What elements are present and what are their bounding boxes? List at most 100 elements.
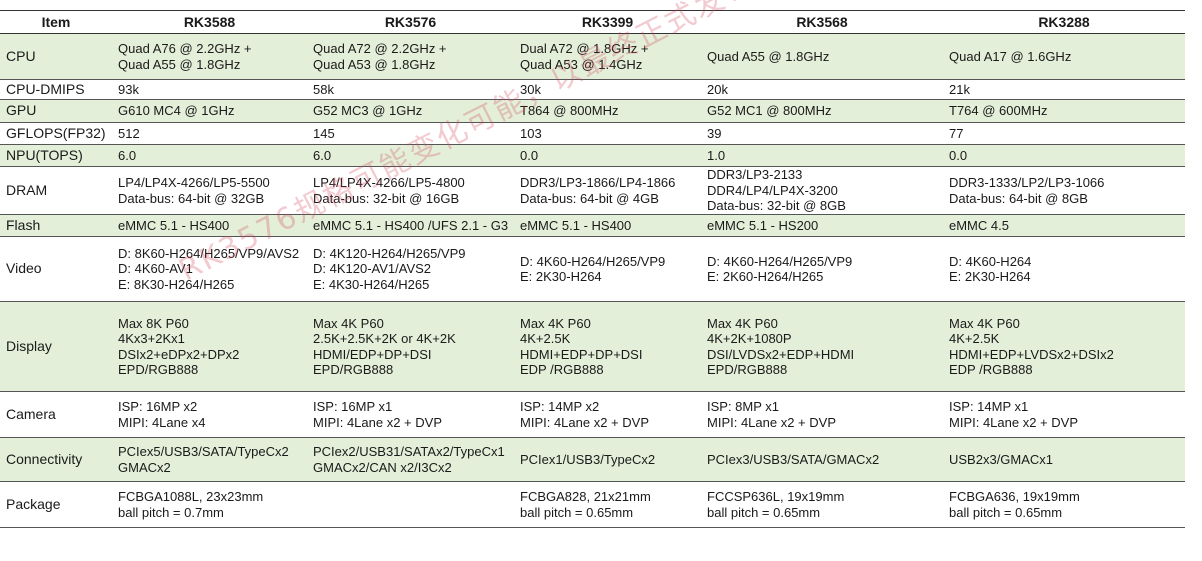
table-cell: USB2x3/GMACx1 bbox=[943, 437, 1185, 482]
table-cell: 145 bbox=[307, 122, 514, 145]
cell-line: T764 @ 600MHz bbox=[949, 103, 1048, 119]
cell-line: EDP /RGB888 bbox=[949, 362, 1033, 377]
cell-line: 77 bbox=[949, 125, 964, 141]
table-cell: eMMC 5.1 - HS400 bbox=[112, 214, 307, 237]
table-cell: ISP: 8MP x1 MIPI: 4Lane x2 + DVP bbox=[701, 391, 943, 438]
cell-line: E: 4K30-H264/H265 bbox=[313, 276, 430, 292]
cell-line: Max 4K P60 bbox=[949, 315, 1020, 331]
cell-line: FCBGA1088L, 23x23mm bbox=[118, 489, 264, 504]
cell-line: DSIx2+eDPx2+DPx2 bbox=[118, 346, 240, 362]
cell-line: 6.0 bbox=[118, 147, 137, 163]
cell-line: GMACx2/CAN x2/I3Cx2 bbox=[313, 459, 452, 475]
cell-line: 21k bbox=[949, 81, 970, 97]
cell-line: Dual A72 @ 1.8GHz + bbox=[520, 41, 649, 56]
cell-line: 6.0 bbox=[313, 147, 332, 163]
cell-line: G52 MC1 @ 800MHz bbox=[707, 103, 832, 119]
row-label: Package bbox=[0, 481, 112, 528]
cell-line: 20k bbox=[707, 81, 728, 97]
table-cell: eMMC 5.1 - HS200 bbox=[701, 214, 943, 237]
table-cell: Quad A17 @ 1.6GHz bbox=[943, 33, 1185, 80]
table-cell: 1.0 bbox=[701, 144, 943, 167]
cell-line: ISP: 16MP x2 bbox=[118, 399, 198, 414]
table-cell: Quad A76 @ 2.2GHz + Quad A55 @ 1.8GHz bbox=[112, 33, 307, 80]
cell-line: Data-bus: 64-bit @ 8GB bbox=[949, 190, 1088, 206]
cell-line: ball pitch = 0.7mm bbox=[118, 504, 224, 520]
table-cell: G610 MC4 @ 1GHz bbox=[112, 99, 307, 123]
cell-line: 2.5K+2.5K+2K or 4K+2K bbox=[313, 331, 456, 346]
cell-line: FCBGA828, 21x21mm bbox=[520, 489, 651, 504]
table-cell: FCBGA828, 21x21mm ball pitch = 0.65mm bbox=[514, 481, 701, 528]
table-cell: ISP: 16MP x2 MIPI: 4Lane x4 bbox=[112, 391, 307, 438]
table-cell: FCBGA1088L, 23x23mm ball pitch = 0.7mm bbox=[112, 481, 307, 528]
cell-line: E: 2K30-H264 bbox=[949, 269, 1031, 284]
cell-line: Data-bus: 32-bit @ 16GB bbox=[313, 190, 460, 206]
soc-comparison-table: Item RK3588 RK3576 RK3399 RK3568 RK3288 … bbox=[0, 10, 1185, 528]
table-cell: 58k bbox=[307, 79, 514, 100]
cell-line: EPD/RGB888 bbox=[313, 362, 394, 377]
cell-line: E: 2K30-H264 bbox=[520, 269, 602, 284]
header-row: Item RK3588 RK3576 RK3399 RK3568 RK3288 bbox=[0, 10, 1185, 34]
cell-line: ISP: 16MP x1 bbox=[313, 399, 393, 414]
cell-line: eMMC 5.1 - HS200 bbox=[707, 217, 819, 233]
cell-line: eMMC 5.1 - HS400 bbox=[520, 217, 632, 233]
cell-line: D: 4K120-H264/H265/VP9 bbox=[313, 245, 466, 261]
cell-line: HDMI+EDP+DP+DSI bbox=[520, 346, 643, 362]
table-cell: 0.0 bbox=[943, 144, 1185, 167]
cell-line: PCIex2/USB31/SATAx2/TypeCx1 bbox=[313, 444, 505, 459]
cell-line: LP4/LP4X-4266/LP5-5500 bbox=[118, 175, 270, 190]
table-cell: DDR3/LP3-1866/LP4-1866 Data-bus: 64-bit @… bbox=[514, 166, 701, 215]
table-cell: D: 8K60-H264/H265/VP9/AVS2 D: 4K60-AV1 E: … bbox=[112, 236, 307, 302]
cell-line: MIPI: 4Lane x2 + DVP bbox=[949, 414, 1078, 430]
header-rk3288: RK3288 bbox=[943, 10, 1185, 34]
cell-line: 39 bbox=[707, 125, 722, 141]
cell-line: EPD/RGB888 bbox=[707, 362, 788, 377]
table-row: Camera ISP: 16MP x2 MIPI: 4Lane x4 ISP: 16M… bbox=[0, 391, 1185, 438]
cell-line: 4Kx3+2Kx1 bbox=[118, 331, 185, 346]
table-cell: Max 4K P60 4K+2.5K HDMI+EDP+LVDSx2+DSIx2 ED… bbox=[943, 301, 1185, 392]
cell-line: DDR4/LP4/LP4X-3200 bbox=[707, 182, 838, 198]
table-cell: 21k bbox=[943, 79, 1185, 100]
cell-line: E: 2K60-H264/H265 bbox=[707, 269, 824, 284]
row-label: Camera bbox=[0, 391, 112, 438]
cell-line: D: 4K60-AV1 bbox=[118, 261, 193, 277]
table-cell: D: 4K60-H264 E: 2K30-H264 bbox=[943, 236, 1185, 302]
table-cell: eMMC 4.5 bbox=[943, 214, 1185, 237]
row-label: GPU bbox=[0, 99, 112, 123]
table-cell: LP4/LP4X-4266/LP5-5500 Data-bus: 64-bit @… bbox=[112, 166, 307, 215]
table-cell: ISP: 14MP x1 MIPI: 4Lane x2 + DVP bbox=[943, 391, 1185, 438]
cell-line: Quad A76 @ 2.2GHz + bbox=[118, 41, 252, 56]
cell-line: 145 bbox=[313, 125, 335, 141]
table-cell: 39 bbox=[701, 122, 943, 145]
row-label: DRAM bbox=[0, 166, 112, 215]
cell-line: ball pitch = 0.65mm bbox=[707, 504, 821, 520]
cell-line: eMMC 5.1 - HS400 /UFS 2.1 - G3 bbox=[313, 217, 509, 233]
table-row: Connectivity PCIex5/USB3/SATA/TypeCx2 GMAC… bbox=[0, 437, 1185, 482]
cell-line: MIPI: 4Lane x2 + DVP bbox=[520, 414, 649, 430]
cell-line: T864 @ 800MHz bbox=[520, 103, 619, 119]
cell-line: D: 4K60-H264 bbox=[949, 253, 1032, 269]
table-row: CPU Quad A76 @ 2.2GHz + Quad A55 @ 1.8GHz Q… bbox=[0, 33, 1185, 80]
cell-line: 512 bbox=[118, 125, 140, 141]
table-row: NPU(TOPS) 6.0 6.0 0.0 1.0 0.0 bbox=[0, 144, 1185, 167]
cell-line: USB2x3/GMACx1 bbox=[949, 451, 1054, 467]
table-row: GFLOPS(FP32) 512 145 103 39 77 bbox=[0, 122, 1185, 145]
table-cell: PCIex1/USB3/TypeCx2 bbox=[514, 437, 701, 482]
cell-line: DDR3/LP3-2133 bbox=[707, 167, 803, 183]
table-cell: Dual A72 @ 1.8GHz + Quad A53 @ 1.4GHz bbox=[514, 33, 701, 80]
table-cell: T764 @ 600MHz bbox=[943, 99, 1185, 123]
table-cell: G52 MC1 @ 800MHz bbox=[701, 99, 943, 123]
table-row: Video D: 8K60-H264/H265/VP9/AVS2 D: 4K60-A… bbox=[0, 236, 1185, 302]
table-cell: ISP: 16MP x1 MIPI: 4Lane x2 + DVP bbox=[307, 391, 514, 438]
header-rk3399: RK3399 bbox=[514, 10, 701, 34]
table-cell: D: 4K60-H264/H265/VP9 E: 2K60-H264/H265 bbox=[701, 236, 943, 302]
cell-line: EPD/RGB888 bbox=[118, 362, 199, 377]
table-cell: ISP: 14MP x2 MIPI: 4Lane x2 + DVP bbox=[514, 391, 701, 438]
cell-line: LP4/LP4X-4266/LP5-4800 bbox=[313, 175, 465, 190]
table-cell: Max 8K P60 4Kx3+2Kx1 DSIx2+eDPx2+DPx2 EPD/R… bbox=[112, 301, 307, 392]
header-rk3576: RK3576 bbox=[307, 10, 514, 34]
cell-line: eMMC 4.5 bbox=[949, 217, 1009, 233]
cell-line: Max 4K P60 bbox=[707, 315, 778, 331]
cell-line: GMACx2 bbox=[118, 459, 171, 475]
table-cell: G52 MC3 @ 1GHz bbox=[307, 99, 514, 123]
cell-line: PCIex5/USB3/SATA/TypeCx2 bbox=[118, 444, 289, 459]
